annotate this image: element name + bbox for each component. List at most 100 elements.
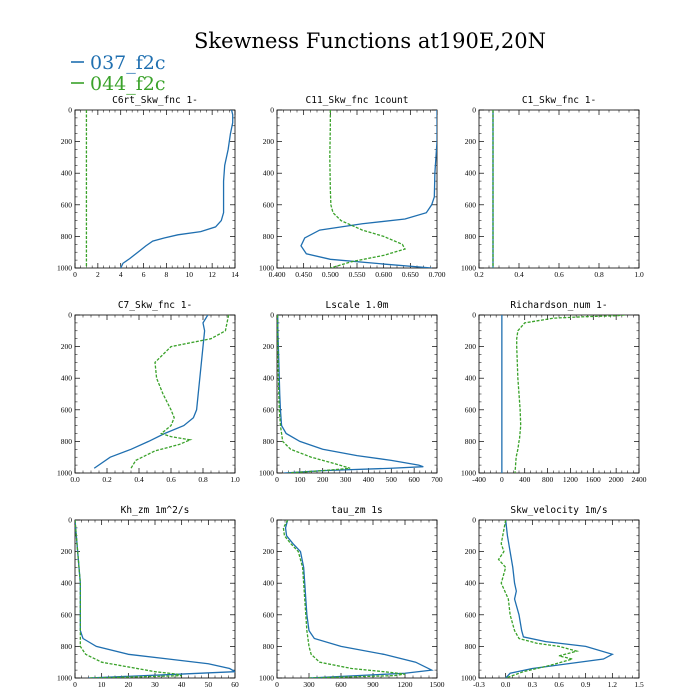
y-tick-label: 800 <box>263 232 275 241</box>
plot-frame <box>478 519 640 679</box>
series-line-037_f2c <box>120 110 234 268</box>
series-line-037_f2c <box>505 520 615 678</box>
panel-6: Richardson_num 1--400 0 400 800 1200 1600 2000… <box>461 300 647 484</box>
series-line-044_f2c <box>282 520 406 678</box>
panel-5: Lscale 1.0m 0 100 200 300 400 500 600 700 0 200 400… <box>259 300 443 484</box>
panel-4: C7_Skw_fnc 1- 0.0 0.2 0.4 0.6 0.8 1.0 0 200 400 60… <box>57 300 240 484</box>
figure-legend: 037_f2c 044_f2c <box>71 52 166 95</box>
x-tick-label: -400 <box>472 475 486 484</box>
panel-title: tau_zm 1s <box>331 505 382 516</box>
y-tick-label: 1000 <box>259 674 274 683</box>
y-tick-label: 200 <box>61 137 73 146</box>
x-tick-label: 1.5 <box>634 680 644 689</box>
panel-title: Lscale 1.0m <box>326 300 389 311</box>
y-tick-label: 800 <box>465 232 477 241</box>
x-tick-label: 0.3 <box>528 680 538 689</box>
y-tick-label: 400 <box>263 374 275 383</box>
panel-title: C7_Skw_fnc 1- <box>118 300 192 311</box>
x-tick-label: 0 <box>275 680 279 689</box>
x-tick-label: 0.4 <box>134 475 144 484</box>
y-tick-label: 400 <box>465 374 477 383</box>
x-tick-label: 0.0 <box>501 680 511 689</box>
plot-frame <box>276 314 438 474</box>
x-tick-label: 2000 <box>609 475 624 484</box>
series-line-037_f2c <box>93 315 209 469</box>
x-tick-label: 30 <box>151 680 159 689</box>
y-tick-label: 200 <box>263 547 275 556</box>
x-tick-label: -0.3 <box>473 680 485 689</box>
x-tick-label: 0.6 <box>554 680 564 689</box>
y-tick-label: 1000 <box>461 469 476 478</box>
legend-label-044: 044_f2c <box>90 73 166 95</box>
y-tick-label: 0 <box>68 516 72 525</box>
x-tick-label: 0.500 <box>322 270 339 279</box>
y-tick-label: 600 <box>61 405 73 414</box>
panel-title: C6rt_Skw_fnc 1- <box>112 95 198 106</box>
legend-label-037: 037_f2c <box>90 52 166 74</box>
x-tick-label: 14 <box>231 270 239 279</box>
x-tick-label: 1600 <box>586 475 601 484</box>
figure-title: Skewness Functions at190E,20N <box>194 29 546 53</box>
y-tick-label: 800 <box>465 642 477 651</box>
x-tick-label: 0 <box>73 270 77 279</box>
x-tick-label: 40 <box>178 680 186 689</box>
y-tick-label: 1000 <box>259 264 274 273</box>
y-tick-label: 0 <box>270 516 274 525</box>
y-tick-label: 600 <box>263 200 275 209</box>
y-tick-label: 600 <box>61 200 73 209</box>
x-tick-label: 0.0 <box>70 475 80 484</box>
y-tick-label: 400 <box>61 579 73 588</box>
x-tick-label: 1200 <box>398 680 413 689</box>
plot-frame <box>478 314 640 474</box>
y-tick-label: 800 <box>263 437 275 446</box>
x-tick-label: 8 <box>165 270 169 279</box>
plot-frame <box>276 519 438 679</box>
x-tick-label: 0 <box>275 475 279 484</box>
y-tick-label: 1000 <box>259 469 274 478</box>
x-tick-label: 0.650 <box>402 270 419 279</box>
x-tick-label: 0.700 <box>429 270 446 279</box>
x-tick-label: 0.450 <box>295 270 312 279</box>
plot-frame <box>74 109 236 269</box>
series-line-037_f2c <box>277 315 424 473</box>
panel-title: C11_Skw_fnc 1count <box>306 95 409 106</box>
y-tick-label: 0 <box>472 311 476 320</box>
panel-3: C1_Skw_fnc 1- 0.2 0.4 0.6 0.8 1.0 0 200 400 600 80… <box>461 95 644 279</box>
x-tick-label: 600 <box>409 475 421 484</box>
plot-frame <box>74 519 236 679</box>
x-tick-label: 4 <box>119 270 123 279</box>
x-tick-label: 10 <box>186 270 194 279</box>
series-line-037_f2c <box>75 520 235 678</box>
x-tick-label: 1.2 <box>608 680 618 689</box>
x-tick-label: 300 <box>303 680 315 689</box>
y-tick-label: 1000 <box>461 674 476 683</box>
y-tick-label: 200 <box>61 342 73 351</box>
x-tick-label: 1500 <box>430 680 445 689</box>
x-tick-label: 0 <box>73 680 77 689</box>
x-tick-label: 0.2 <box>102 475 112 484</box>
x-tick-label: 1200 <box>563 475 578 484</box>
series-line-044_f2c <box>329 110 406 268</box>
y-tick-label: 200 <box>465 137 477 146</box>
panel-1: C6rt_Skw_fnc 1- 0 2 4 6 8 10 12 14 0 200 400 600 800 1… <box>57 95 239 279</box>
y-tick-label: 1000 <box>57 469 72 478</box>
y-tick-label: 200 <box>465 342 477 351</box>
y-tick-label: 1000 <box>57 264 72 273</box>
y-tick-label: 0 <box>270 311 274 320</box>
y-tick-label: 400 <box>61 374 73 383</box>
series-line-044_f2c <box>497 520 580 678</box>
x-tick-label: 400 <box>363 475 375 484</box>
x-tick-label: 500 <box>386 475 398 484</box>
y-tick-label: 800 <box>61 437 73 446</box>
x-tick-label: 0 <box>500 475 504 484</box>
panel-2: C11_Skw_fnc 1count 0.400 0.450 0.500 0.550 0.… <box>259 95 446 279</box>
x-tick-label: 1.0 <box>634 270 644 279</box>
x-tick-label: 900 <box>367 680 379 689</box>
x-tick-label: 1.0 <box>230 475 240 484</box>
x-tick-label: 0.8 <box>594 270 604 279</box>
y-tick-label: 0 <box>68 311 72 320</box>
plot-frame <box>478 109 640 269</box>
y-tick-label: 200 <box>263 137 275 146</box>
panels-grid: C6rt_Skw_fnc 1-0 2 4 6 8 10 12 1402004006008001… <box>57 95 647 689</box>
